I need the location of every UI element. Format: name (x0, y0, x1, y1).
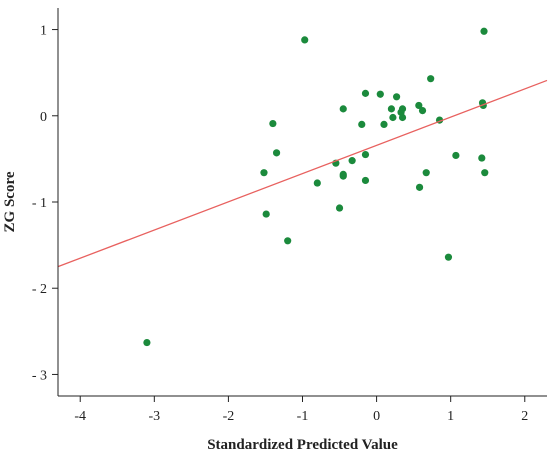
data-point (418, 107, 427, 115)
data-point (143, 338, 151, 347)
data-point (380, 120, 388, 128)
data-point (422, 169, 430, 177)
data-point (272, 149, 281, 157)
data-point (427, 75, 435, 83)
data-point (398, 113, 407, 122)
y-tick-label: - 3 (32, 368, 47, 383)
x-tick-label: 0 (373, 409, 380, 424)
data-point (361, 176, 370, 185)
data-point (269, 119, 277, 128)
data-point (480, 27, 488, 35)
data-point (444, 253, 453, 261)
points-layer (143, 27, 489, 347)
data-point (348, 157, 356, 165)
x-tick-label: -3 (148, 409, 160, 424)
data-point (284, 237, 292, 245)
data-point (478, 154, 486, 162)
data-point (260, 169, 268, 177)
data-point (313, 179, 321, 187)
axes-layer (57, 8, 547, 397)
y-ticks: 1 0 - 1 - 2 - 3 (32, 24, 58, 383)
x-ticks: -4 -3 -2 -1 0 1 2 (74, 396, 528, 424)
data-point (415, 101, 423, 110)
x-tick-label: -4 (74, 409, 86, 424)
data-point (361, 150, 370, 159)
data-point (387, 105, 396, 113)
fit-line (57, 79, 548, 268)
data-point (339, 105, 347, 113)
x-tick-label: -1 (297, 409, 309, 424)
x-tick-label: 1 (447, 409, 454, 424)
x-tick-label: -2 (223, 409, 235, 424)
data-point (301, 36, 309, 44)
fit-line-layer (57, 79, 548, 268)
data-point (392, 93, 401, 101)
y-axis-title: ZG Score (2, 171, 18, 232)
data-point (361, 89, 370, 97)
data-point (339, 172, 347, 180)
data-point (481, 169, 489, 177)
y-tick-label: 0 (40, 110, 47, 125)
data-point (415, 183, 424, 191)
x-tick-label: 2 (521, 409, 528, 424)
data-point (358, 120, 366, 128)
data-point (452, 151, 460, 160)
y-tick-label: 1 (40, 24, 47, 39)
data-point (389, 113, 397, 122)
data-point (398, 105, 407, 113)
data-point (335, 204, 344, 212)
y-tick-label: - 2 (32, 282, 47, 297)
y-tick-label: - 1 (32, 196, 47, 211)
data-point (376, 90, 384, 98)
data-point (262, 210, 270, 218)
x-axis-title: Standardized Predicted Value (207, 437, 398, 453)
